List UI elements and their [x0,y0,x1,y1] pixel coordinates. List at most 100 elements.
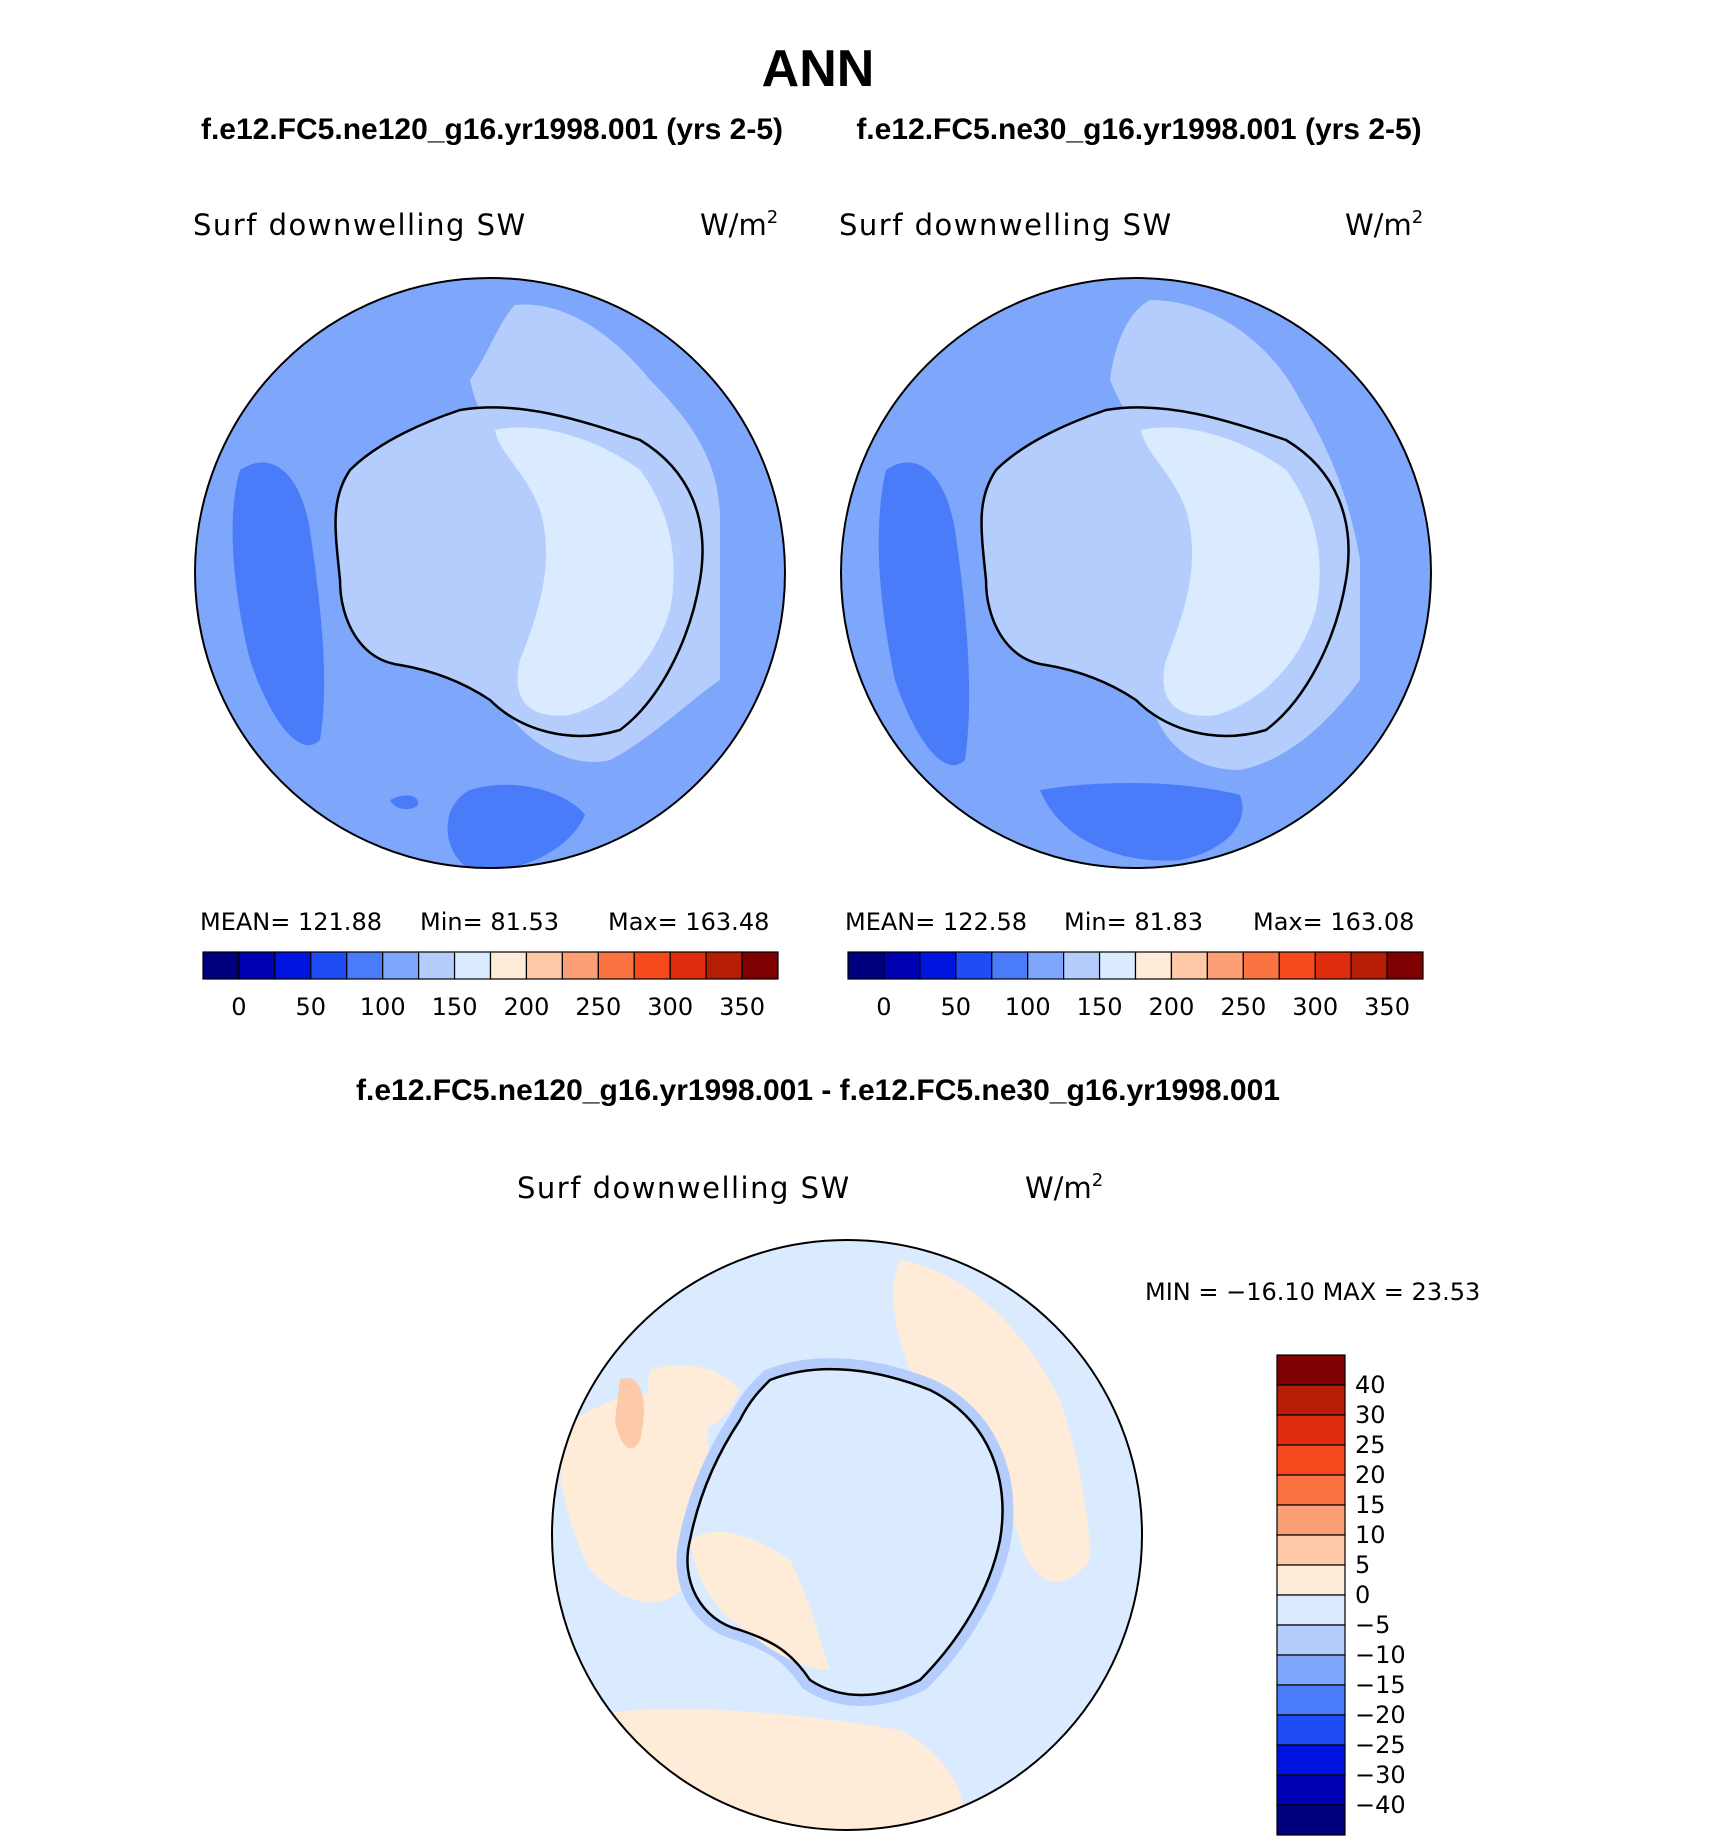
colorbar-tick-label: 150 [1077,993,1123,1021]
subtitle-right: f.e12.FC5.ne30_g16.yr1998.001 (yrs 2-5) [856,113,1421,146]
map-panel-diff: Surf downwelling SW W/m2 MIN = −16.10 MA… [517,1170,1480,1836]
colorbar-swatch [525,951,563,980]
colorbar-swatch [1276,1474,1346,1506]
map-boundary [840,277,1432,869]
colorbar-swatch [1276,1354,1346,1386]
colorbar-tick-label: 250 [575,993,621,1021]
units-label: W/m2 [700,207,778,242]
colorbar-swatch [847,951,885,980]
colorbar-tick-label: 15 [1355,1491,1386,1519]
colorbar-swatch [418,951,456,980]
colorbar-swatch [633,951,671,980]
colorbar-tick-label: 0 [1355,1581,1370,1609]
colorbar-tick-label: −5 [1355,1611,1390,1639]
colorbar-swatch [597,951,635,980]
colorbar-swatch [1276,1624,1346,1656]
diff-title: f.e12.FC5.ne120_g16.yr1998.001 - f.e12.F… [356,1074,1280,1107]
variable-label: Surf downwelling SW [839,208,1173,242]
colorbar-swatch [1276,1774,1346,1806]
colorbar-swatch [1276,1534,1346,1566]
map-boundary [194,277,786,869]
colorbar-swatch [1276,1564,1346,1596]
colorbar-tick-label: 100 [1005,993,1051,1021]
colorbar-swatch [1206,951,1244,980]
colorbar-swatch [238,951,276,980]
colorbar-tick-label: −25 [1355,1731,1406,1759]
colorbar-tick-label: 200 [504,993,550,1021]
colorbar-tick-label: 50 [296,993,327,1021]
colorbar-swatch [1027,951,1065,980]
colorbar-tick-label: 250 [1220,993,1266,1021]
colorbar-swatch [741,951,779,980]
colorbar-swatch [1350,951,1388,980]
colorbar-tick-label: 50 [941,993,972,1021]
colorbar-swatch [705,951,743,980]
colorbar-swatch [1276,1384,1346,1416]
colorbar-tick-label: −40 [1355,1791,1406,1819]
colorbar-swatch [1134,951,1173,980]
map-fill [552,1240,1142,1830]
colorbar-swatch [1314,951,1352,980]
colorbar-swatch [346,951,384,980]
map-panel-b: Surf downwelling SW W/m2 MEAN= 122.58 Mi… [839,207,1432,1021]
colorbar-a: 0 50 100 150 200 250 300 350 [202,951,779,1021]
colorbar-swatch [1170,951,1208,980]
colorbar-tick-label: 350 [719,993,765,1021]
colorbar-swatch [1278,951,1316,980]
colorbar-swatch [1276,1504,1346,1536]
colorbar-swatch [453,951,492,980]
colorbar-swatch [669,951,707,980]
colorbar-swatch [1276,1444,1346,1476]
colorbar-b: 0 50 100 150 200 250 300 350 [847,951,1424,1021]
colorbar-swatch [1098,951,1137,980]
map-boundary [551,1239,1143,1831]
colorbar-tick-label: 40 [1355,1371,1386,1399]
map-fill [195,278,785,868]
colorbar-tick-label: 5 [1355,1551,1370,1579]
colorbar-swatch [919,951,957,980]
colorbar-swatch [991,951,1029,980]
mean-stat: MEAN= 122.58 [845,908,1027,936]
colorbar-swatch [1276,1414,1346,1446]
max-stat: Max= 163.08 [1253,908,1414,936]
map-fill [841,278,1431,868]
colorbar-swatch [310,951,348,980]
colorbar-tick-label: 300 [1292,993,1338,1021]
colorbar-tick-label: −15 [1355,1671,1406,1699]
colorbar-swatch [274,951,312,980]
colorbar-swatch [1276,1714,1346,1746]
map-panel-a: Surf downwelling SW W/m2 MEAN= 121.88 Mi… [193,207,786,1021]
minmax-stat: MIN = −16.10 MAX = 23.53 [1145,1278,1480,1306]
colorbar-tick-label: 20 [1355,1461,1386,1489]
figure-title: ANN [762,40,875,98]
colorbar-swatch [382,951,420,980]
colorbar-tick-label: −20 [1355,1701,1406,1729]
colorbar-tick-label: 300 [647,993,693,1021]
colorbar-tick-label: 100 [360,993,406,1021]
colorbar-swatch [955,951,993,980]
colorbar-swatch [1276,1744,1346,1776]
colorbar-swatch [1276,1654,1346,1686]
colorbar-tick-label: 0 [876,993,891,1021]
subtitle-left: f.e12.FC5.ne120_g16.yr1998.001 (yrs 2-5) [201,113,783,146]
colorbar-swatch [1276,1804,1346,1836]
min-stat: Min= 81.53 [420,908,559,936]
mean-stat: MEAN= 121.88 [200,908,382,936]
colorbar-tick-label: 30 [1355,1401,1386,1429]
colorbar-tick-label: 25 [1355,1431,1386,1459]
variable-label: Surf downwelling SW [193,208,527,242]
colorbar-swatch [1276,1684,1346,1716]
colorbar-swatch [561,951,599,980]
colorbar-tick-label: 350 [1364,993,1410,1021]
colorbar-swatch [1063,951,1101,980]
colorbar-swatch [1242,951,1280,980]
colorbar-tick-label: 150 [432,993,478,1021]
variable-label: Surf downwelling SW [517,1171,851,1205]
colorbar-tick-label: −10 [1355,1641,1406,1669]
units-label: W/m2 [1345,207,1423,242]
colorbar-tick-label: −30 [1355,1761,1406,1789]
min-stat: Min= 81.83 [1064,908,1203,936]
colorbar-tick-label: 200 [1149,993,1195,1021]
